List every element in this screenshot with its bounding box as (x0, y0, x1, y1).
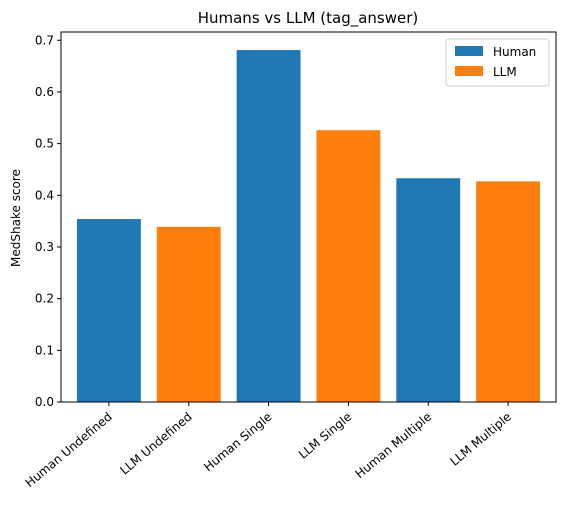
chart-title: Humans vs LLM (tag_answer) (198, 9, 419, 28)
x-tick-label: Human Multiple (353, 410, 435, 482)
y-tick-label: 0.6 (35, 85, 54, 99)
y-axis: 0.0 0.1 0.2 0.3 0.4 0.5 0.6 0.7 (35, 33, 61, 409)
legend-label-human: Human (493, 45, 536, 59)
legend-label-llm: LLM (493, 65, 517, 79)
x-axis: Human Undefined LLM Undefined Human Single… (23, 402, 514, 490)
y-tick-label: 0.5 (35, 137, 54, 151)
bar-human-single (236, 50, 301, 402)
y-axis-label: MedShake score (9, 169, 23, 267)
plot-area (60, 31, 557, 403)
y-tick-label: 0.2 (35, 292, 54, 306)
y-tick-label: 0.3 (35, 240, 54, 254)
bar-human-multiple (396, 178, 461, 402)
x-tick-label: Human Undefined (23, 410, 115, 491)
x-tick-label: LLM Multiple (447, 410, 514, 469)
bar-human-undefined (76, 219, 141, 402)
x-tick-label: LLM Single (296, 410, 354, 462)
axes-frame (60, 31, 557, 403)
bar-llm-multiple (476, 181, 541, 402)
y-tick-label: 0.4 (35, 188, 54, 202)
bar-llm-undefined (156, 226, 221, 402)
legend-swatch-human (455, 46, 483, 56)
y-tick-label: 0.1 (35, 343, 54, 357)
legend: Human LLM (445, 38, 550, 87)
legend-swatch-llm (455, 66, 483, 76)
bar-llm-single (316, 130, 381, 402)
y-tick-label: 0.7 (35, 33, 54, 47)
x-tick-label: Human Single (201, 410, 274, 475)
y-tick-label: 0.0 (35, 395, 54, 409)
x-tick-label: LLM Undefined (117, 410, 194, 478)
